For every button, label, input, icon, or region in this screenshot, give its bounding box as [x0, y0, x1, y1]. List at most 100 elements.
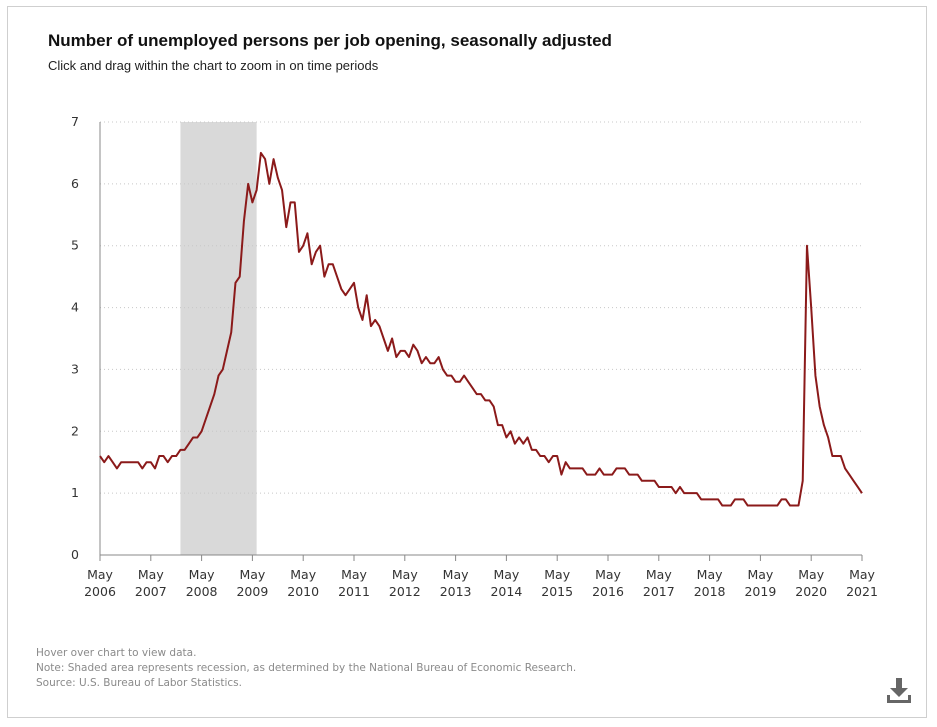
data-point[interactable] [635, 472, 641, 478]
data-point[interactable] [563, 459, 569, 465]
data-point[interactable] [101, 459, 107, 465]
data-point[interactable] [355, 305, 361, 311]
data-point[interactable] [304, 230, 310, 236]
data-point[interactable] [194, 434, 200, 440]
data-point[interactable] [262, 156, 268, 162]
data-point[interactable] [228, 329, 234, 335]
data-point[interactable] [161, 453, 167, 459]
data-point[interactable] [241, 218, 247, 224]
data-point[interactable] [457, 379, 463, 385]
data-point[interactable] [283, 224, 289, 230]
data-point[interactable] [431, 360, 437, 366]
data-point[interactable] [186, 441, 192, 447]
data-point[interactable] [465, 379, 471, 385]
data-point[interactable] [334, 274, 340, 280]
data-point[interactable] [597, 465, 603, 471]
data-point[interactable] [199, 428, 205, 434]
data-point[interactable] [245, 181, 251, 187]
data-point[interactable] [821, 422, 827, 428]
data-point[interactable] [402, 348, 408, 354]
data-point[interactable] [232, 280, 238, 286]
data-point[interactable] [542, 453, 548, 459]
data-point[interactable] [266, 181, 272, 187]
data-point[interactable] [609, 472, 615, 478]
data-point[interactable] [271, 156, 277, 162]
data-point[interactable] [372, 317, 378, 323]
data-point[interactable] [309, 261, 315, 267]
data-point[interactable] [182, 447, 188, 453]
data-point[interactable] [715, 496, 721, 502]
data-point[interactable] [436, 354, 442, 360]
data-point[interactable] [554, 453, 560, 459]
download-icon[interactable] [884, 676, 914, 706]
data-point[interactable] [419, 360, 425, 366]
data-point[interactable] [152, 465, 158, 471]
data-point[interactable] [842, 465, 848, 471]
data-point[interactable] [796, 503, 802, 509]
data-point[interactable] [105, 453, 111, 459]
data-point[interactable] [673, 490, 679, 496]
data-point[interactable] [525, 434, 531, 440]
data-point[interactable] [216, 373, 222, 379]
data-point[interactable] [461, 373, 467, 379]
data-point[interactable] [385, 348, 391, 354]
data-point[interactable] [486, 397, 492, 403]
data-point[interactable] [812, 373, 818, 379]
data-point[interactable] [139, 465, 145, 471]
data-point[interactable] [343, 292, 349, 298]
data-point[interactable] [580, 465, 586, 471]
data-point[interactable] [237, 274, 243, 280]
data-point[interactable] [347, 286, 353, 292]
data-point[interactable] [110, 459, 116, 465]
data-point[interactable] [224, 348, 230, 354]
data-point[interactable] [516, 434, 522, 440]
data-point[interactable] [165, 459, 171, 465]
data-point[interactable] [677, 484, 683, 490]
data-point[interactable] [728, 503, 734, 509]
data-point[interactable] [503, 434, 509, 440]
data-point[interactable] [859, 490, 865, 496]
data-point[interactable] [508, 428, 514, 434]
data-point[interactable] [381, 336, 387, 342]
data-point[interactable] [321, 274, 327, 280]
data-point[interactable] [173, 453, 179, 459]
data-point[interactable] [368, 323, 374, 329]
data-point[interactable] [800, 478, 806, 484]
data-point[interactable] [520, 441, 526, 447]
data-point[interactable] [317, 243, 323, 249]
data-point[interactable] [207, 404, 213, 410]
data-point[interactable] [478, 391, 484, 397]
data-point[interactable] [774, 503, 780, 509]
series-layer[interactable] [97, 150, 865, 509]
data-point[interactable] [338, 286, 344, 292]
data-point[interactable] [825, 434, 831, 440]
data-point[interactable] [351, 280, 357, 286]
data-point[interactable] [393, 354, 399, 360]
data-point[interactable] [804, 243, 810, 249]
data-point[interactable] [376, 323, 382, 329]
data-point[interactable] [211, 391, 217, 397]
data-point[interactable] [669, 484, 675, 490]
data-point[interactable] [313, 249, 319, 255]
data-point[interactable] [292, 199, 298, 205]
data-point[interactable] [546, 459, 552, 465]
data-point[interactable] [440, 366, 446, 372]
data-point[interactable] [203, 416, 209, 422]
data-point[interactable] [783, 496, 789, 502]
data-point[interactable] [406, 354, 412, 360]
data-point[interactable] [558, 472, 564, 478]
data-point[interactable] [220, 366, 226, 372]
data-point[interactable] [470, 385, 476, 391]
data-point[interactable] [114, 465, 120, 471]
data-point[interactable] [817, 404, 823, 410]
data-point[interactable] [499, 422, 505, 428]
data-point[interactable] [448, 373, 454, 379]
data-point[interactable] [97, 453, 103, 459]
data-point[interactable] [694, 490, 700, 496]
data-point[interactable] [423, 354, 429, 360]
data-point[interactable] [415, 348, 421, 354]
data-point[interactable] [258, 150, 264, 156]
data-point[interactable] [622, 465, 628, 471]
data-point[interactable] [364, 292, 370, 298]
